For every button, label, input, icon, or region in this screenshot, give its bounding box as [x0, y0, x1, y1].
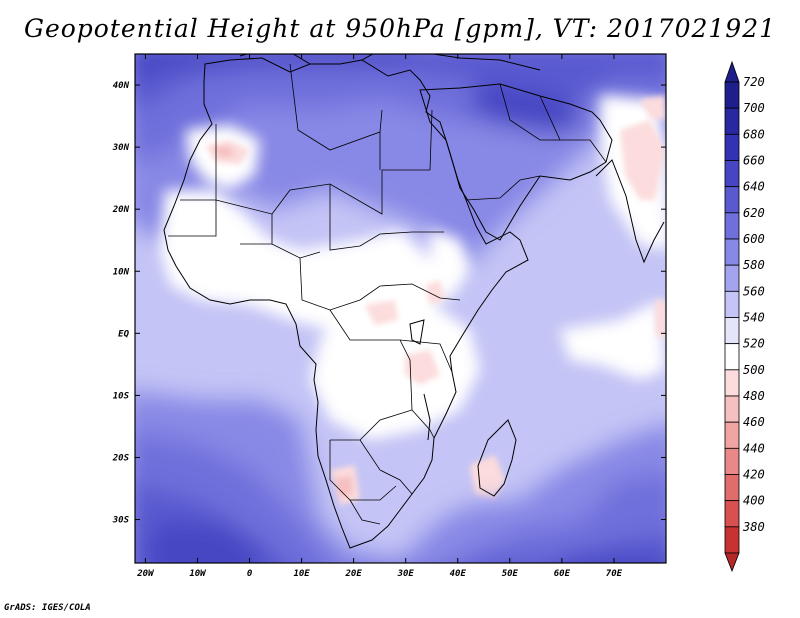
lon-label: 0: [247, 569, 253, 579]
lat-label: 10S: [113, 391, 130, 401]
lon-label: 50E: [502, 569, 519, 579]
colorbar-label: 680: [743, 127, 765, 141]
colorbar-label: 380: [742, 520, 765, 534]
latitude-labels: 40N 30N 20N 10N EQ 10S 20S 30S: [112, 81, 130, 526]
map-frame: [134, 53, 667, 564]
colorbar-label: 700: [743, 101, 765, 115]
colorbar-label: 720: [743, 75, 765, 89]
lat-label: 30S: [112, 516, 130, 526]
lon-label: 10E: [293, 569, 310, 579]
lon-label: 60E: [554, 569, 571, 579]
colorbar-label: 580: [743, 258, 765, 272]
colorbar-swatch: [724, 500, 740, 528]
lon-label: 20W: [136, 569, 155, 579]
lon-label: 40E: [450, 569, 467, 579]
lat-label: 40N: [113, 81, 130, 91]
colorbar-label: 600: [743, 232, 765, 246]
map-title: Geopotential Height at 950hPa [gpm], VT:…: [23, 14, 777, 43]
colorbar-swatch: [724, 447, 740, 475]
colorbar-swatch: [724, 212, 740, 240]
coastlines: [163, 54, 665, 549]
colorbar-label: 640: [743, 180, 765, 194]
colorbar-swatch: [724, 238, 740, 266]
axis-ticks: [135, 54, 666, 563]
colorbar-label: 400: [743, 494, 765, 508]
lat-label: 30N: [112, 143, 130, 153]
lon-label: 10W: [189, 569, 207, 579]
colorbar-swatch: [724, 81, 740, 109]
colorbar-label: 480: [743, 389, 765, 403]
colorbar-swatch: [724, 395, 740, 423]
colorbar-swatch: [724, 186, 740, 214]
colorbar-bottom-arrow: [724, 552, 740, 573]
longitude-labels: 20W 10W 0 10E 20E 30E 40E 50E 60E 70E: [136, 569, 622, 579]
colorbar-swatch: [724, 290, 740, 318]
colorbar-label: 560: [743, 284, 765, 298]
lat-label: 20S: [112, 453, 130, 463]
colorbar-swatch: [724, 160, 740, 188]
borders: [168, 63, 607, 525]
colorbar-swatch: [724, 369, 740, 397]
shaded-field: [135, 54, 666, 563]
colorbar-label: 420: [743, 468, 765, 482]
colorbar-label: 500: [743, 363, 765, 377]
colorbar-swatch: [724, 474, 740, 502]
colorbar: 720 700 680 660 640 620 600 580 560 540 520 500 480 4…: [724, 60, 765, 573]
colorbar-top-arrow: [724, 60, 740, 83]
lat-label: 20N: [112, 205, 130, 215]
colorbar-swatch: [724, 107, 740, 135]
colorbar-label: 520: [743, 337, 765, 351]
colorbar-label: 660: [743, 154, 765, 168]
colorbar-label: 540: [743, 311, 765, 325]
lat-label: 10N: [113, 267, 130, 277]
colorbar-swatch: [724, 133, 740, 161]
lon-label: 30E: [397, 569, 415, 579]
lat-label: EQ: [118, 329, 129, 339]
credit-label: GrADS: IGES/COLA: [4, 603, 91, 613]
colorbar-swatch: [724, 421, 740, 449]
colorbar-swatch: [724, 343, 740, 371]
colorbar-swatch: [724, 264, 740, 292]
colorbar-label: 440: [743, 441, 765, 455]
lon-label: 20E: [345, 569, 363, 579]
colorbar-label: 620: [743, 206, 765, 220]
colorbar-swatch: [724, 526, 740, 554]
lon-label: 70E: [606, 569, 623, 579]
colorbar-swatch: [724, 317, 740, 345]
colorbar-label: 460: [743, 415, 765, 429]
